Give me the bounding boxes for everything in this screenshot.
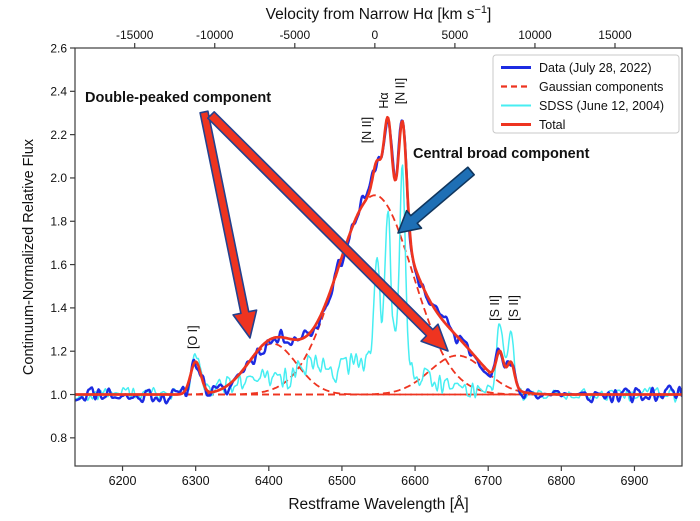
- line-label: [N II]: [394, 78, 408, 104]
- top-tick-label: 15000: [598, 28, 632, 42]
- top-tick-label: -15000: [116, 28, 154, 42]
- legend-item-4: Total: [501, 118, 565, 132]
- top-tick-label: -10000: [196, 28, 234, 42]
- legend-label: SDSS (June 12, 2004): [539, 99, 664, 113]
- x-tick-label: 6700: [474, 474, 502, 488]
- legend-item-3: SDSS (June 12, 2004): [501, 99, 664, 113]
- data-curve: [75, 118, 682, 405]
- annotation-double-peaked: Double-peaked component: [85, 90, 271, 106]
- legend-label: Total: [539, 118, 565, 132]
- top-tick-label: 10000: [518, 28, 552, 42]
- blue-arrow: [397, 166, 476, 234]
- x-tick-label: 6800: [547, 474, 575, 488]
- total-curve: [75, 115, 682, 396]
- y-tick-label: 1.2: [50, 345, 67, 359]
- red-arrow-left: [199, 110, 258, 339]
- top-axis-title: Velocity from Narrow Hα [km s−1]: [266, 4, 492, 23]
- annotations: Double-peaked component Central broad com…: [85, 90, 590, 352]
- line-label: [O I]: [186, 325, 200, 349]
- y-tick-label: 2.4: [50, 85, 67, 99]
- legend: Data (July 28, 2022) Gaussian components S…: [492, 54, 680, 134]
- top-tick-label: 5000: [442, 28, 469, 42]
- y-tick-label: 1.8: [50, 215, 67, 229]
- plot-area: [75, 115, 682, 405]
- x-tick-label: 6600: [401, 474, 429, 488]
- annotation-central-broad: Central broad component: [413, 146, 590, 162]
- y-tick-label: 2.0: [50, 171, 67, 185]
- line-label: [S II]: [507, 295, 521, 321]
- line-label: Hα: [377, 92, 391, 108]
- legend-item-1: Data (July 28, 2022): [501, 61, 652, 75]
- top-tick-label: -5000: [279, 28, 310, 42]
- line-label: [N II]: [360, 117, 374, 143]
- top-tick-label: 0: [371, 28, 378, 42]
- line-label: [S II]: [488, 295, 502, 321]
- x-tick-label: 6900: [621, 474, 649, 488]
- x-tick-label: 6500: [328, 474, 356, 488]
- x-tick-label: 6300: [182, 474, 210, 488]
- legend-item-2: Gaussian components: [501, 80, 663, 94]
- x-axis-title: Restframe Wavelength [Å]: [288, 496, 468, 513]
- y-tick-label: 1.0: [50, 388, 67, 402]
- y-tick-label: 1.4: [50, 301, 67, 315]
- x-tick-label: 6200: [109, 474, 137, 488]
- y-tick-label: 0.8: [50, 431, 67, 445]
- legend-label: Gaussian components: [539, 80, 663, 94]
- axes: 6200 6300 6400 6500 6600 6700 6800 6900 -15000 -1…: [21, 4, 648, 513]
- x-tick-label: 6400: [255, 474, 283, 488]
- y-tick-label: 2.2: [50, 128, 67, 142]
- legend-box: [492, 54, 680, 134]
- line-labels: [O I] [N II]Hα [N II] [S II] [S II]: [186, 78, 521, 349]
- y-tick-label: 2.6: [50, 41, 67, 55]
- y-axis-title: Continuum-Normalized Relative Flux: [21, 138, 37, 375]
- red-arrow-right: [207, 111, 449, 352]
- legend-label: Data (July 28, 2022): [539, 61, 652, 75]
- y-tick-label: 1.6: [50, 258, 67, 272]
- plot-frame: [74, 47, 683, 467]
